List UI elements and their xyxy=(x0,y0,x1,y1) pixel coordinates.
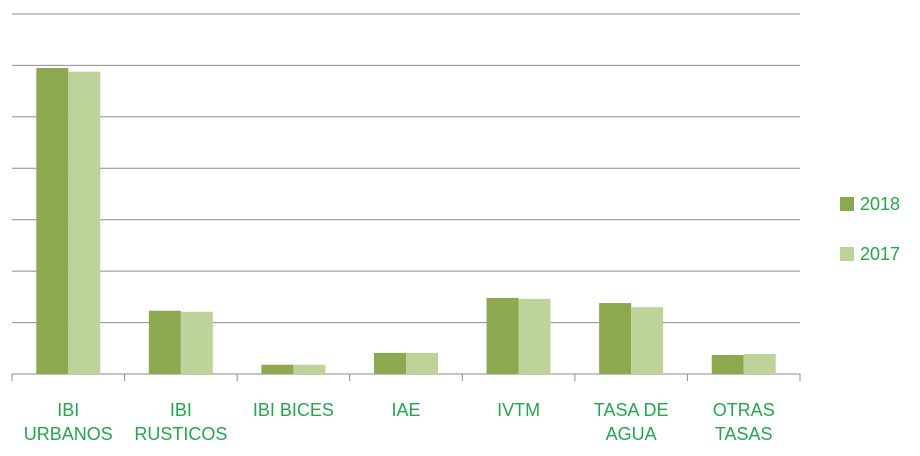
bar xyxy=(261,364,294,374)
x-tick-label: IBI BICES xyxy=(252,400,334,420)
bar xyxy=(631,307,664,374)
bar xyxy=(68,71,101,374)
legend-swatch xyxy=(840,197,854,211)
bar xyxy=(374,352,406,374)
legend-item: 2018 xyxy=(840,194,900,214)
x-tick-label: IBI URBANOS xyxy=(23,400,113,444)
x-tick-label: OTRAS TASAS xyxy=(712,400,775,444)
legend-swatch xyxy=(840,247,854,261)
legend-item: 2017 xyxy=(840,244,900,264)
bar xyxy=(486,297,519,374)
bar xyxy=(36,68,69,374)
x-tick-label: IAE xyxy=(391,400,421,420)
x-tick-label: IBI RUSTICOS xyxy=(134,400,228,444)
bar xyxy=(599,303,632,374)
bar xyxy=(406,352,438,374)
bar xyxy=(711,354,744,374)
x-tick-label: TASA DE AGUA xyxy=(593,400,669,444)
bar xyxy=(293,364,326,374)
legend-label: 2018 xyxy=(860,194,901,214)
bar xyxy=(743,353,776,374)
bar xyxy=(518,298,551,374)
bar xyxy=(180,311,213,374)
x-tick-label: IVTM xyxy=(497,400,541,420)
legend-label: 2017 xyxy=(860,244,901,264)
bar xyxy=(148,310,181,374)
